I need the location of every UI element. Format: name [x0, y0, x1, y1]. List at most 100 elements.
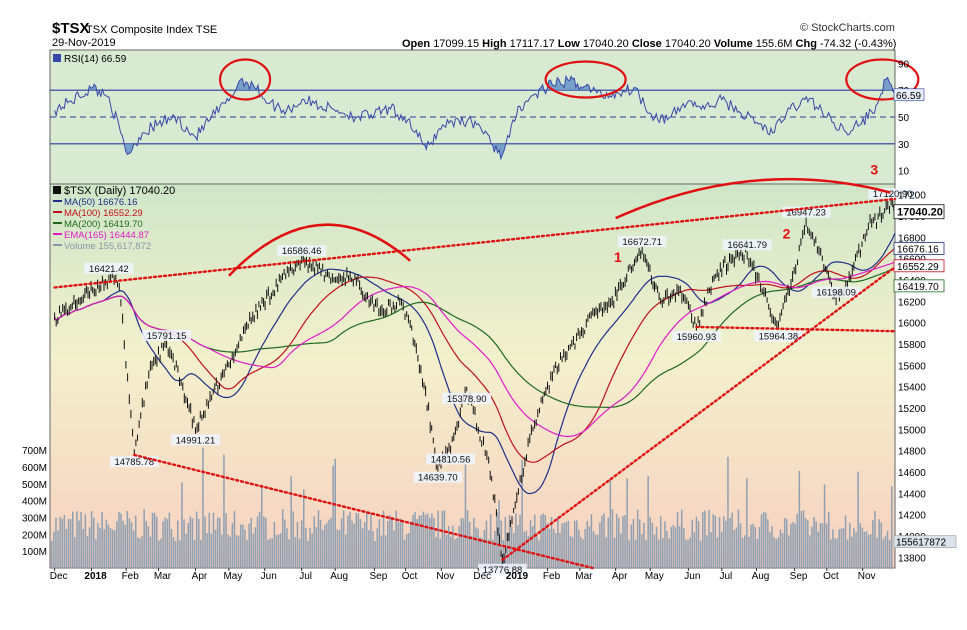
volume-bar: [244, 529, 246, 568]
volume-bar: [609, 479, 612, 568]
volume-bar: [174, 541, 177, 568]
pivot-label-bg: [478, 563, 527, 575]
volume-bar: [424, 514, 427, 568]
volume-bar: [303, 489, 305, 568]
volume-bar: [870, 534, 872, 568]
volume-tick-label: 600M: [22, 463, 47, 474]
volume-bar: [84, 514, 87, 568]
volume-bar: [828, 511, 830, 568]
volume-bar: [265, 517, 267, 568]
volume-bar: [414, 512, 416, 568]
volume-bar: [489, 514, 492, 568]
volume-bar: [296, 521, 299, 568]
volume-bar: [605, 537, 607, 568]
volume-bar: [317, 510, 320, 568]
volume-bar: [151, 512, 154, 568]
pivot-label-bg: [868, 188, 918, 200]
volume-bar: [773, 537, 775, 568]
volume-bar: [473, 517, 475, 568]
volume-bar: [223, 454, 225, 568]
volume-bar: [279, 533, 282, 568]
volume-bar: [366, 512, 368, 568]
volume-bar: [702, 511, 704, 568]
volume-bar: [332, 465, 334, 568]
volume-bar: [821, 523, 824, 568]
x-tick-label: Feb: [543, 571, 561, 582]
volume-bar: [441, 510, 444, 568]
volume-bar: [498, 500, 500, 568]
volume-bar: [649, 517, 651, 568]
volume-bar: [859, 523, 861, 568]
volume-bar: [149, 536, 152, 568]
volume-bar: [693, 532, 696, 568]
volume-last-value: 155617872: [896, 538, 946, 549]
volume-bar: [429, 517, 431, 568]
volume-bar: [269, 538, 271, 568]
volume-bar: [254, 527, 257, 568]
volume-bar: [55, 517, 57, 568]
volume-bar: [372, 531, 374, 568]
volume-bar: [861, 527, 864, 568]
x-tick-label: Mar: [575, 571, 593, 582]
volume-bar: [807, 520, 809, 568]
volume-bar: [559, 532, 561, 568]
volume-bar: [561, 523, 563, 568]
volume-bar: [655, 526, 658, 568]
ma-last-tag: [893, 259, 945, 273]
volume-bar: [687, 540, 689, 568]
volume-bar: [632, 518, 635, 568]
volume-bar: [336, 529, 339, 568]
volume-bar: [258, 511, 261, 568]
rsi-tick-label: 30: [898, 140, 910, 151]
price-legend-swatch: [53, 186, 61, 194]
low-value: 17040.20: [582, 38, 629, 50]
volume-bar: [624, 515, 626, 568]
ma-last-tag: [893, 242, 945, 255]
volume-label: Volume: [713, 38, 753, 50]
volume-bar: [216, 517, 219, 568]
volume-bar: [261, 484, 263, 568]
volume-bar: [345, 534, 347, 568]
volume-bar: [718, 517, 721, 568]
volume-bar: [756, 538, 759, 568]
volume-bar: [177, 520, 179, 568]
rsi-highlight-ellipse: [218, 58, 272, 101]
pivot-label-bg: [277, 245, 327, 257]
volume-bar: [458, 526, 460, 568]
volume-bar: [399, 518, 402, 568]
volume-bar: [500, 520, 502, 568]
volume-bar: [878, 519, 880, 568]
volume-bar: [704, 510, 706, 568]
volume-bar: [355, 513, 357, 568]
pivot-label: 14785.78: [114, 457, 154, 468]
volume-bar: [485, 520, 488, 568]
volume-value: 155.6M: [755, 38, 793, 50]
volume-bar: [601, 515, 603, 568]
volume-bar: [645, 540, 647, 568]
volume-bar: [439, 538, 441, 568]
volume-bar: [550, 517, 553, 568]
volume-bar: [739, 523, 742, 568]
volume-bar: [447, 526, 450, 568]
volume-bar: [794, 523, 796, 568]
volume-bar: [109, 528, 112, 568]
volume-bar: [252, 533, 255, 568]
volume-bar: [540, 515, 542, 568]
volume-bar: [168, 512, 171, 568]
volume-bar: [118, 512, 120, 568]
volume-bar: [779, 529, 782, 568]
volume-bar: [166, 519, 168, 568]
volume-bar: [695, 516, 698, 568]
volume-bar: [874, 511, 876, 568]
rsi-line: [54, 74, 896, 161]
volume-bar: [403, 539, 406, 568]
series-legend: Volume 155,617,872: [64, 241, 151, 252]
volume-bar: [321, 529, 324, 568]
volume-bar: [760, 514, 763, 568]
volume-bar: [410, 521, 412, 568]
volume-bar: [830, 539, 832, 568]
volume-bar: [315, 527, 318, 568]
volume-bar: [420, 515, 423, 568]
volume-bar: [61, 519, 63, 568]
volume-bar: [128, 518, 131, 568]
